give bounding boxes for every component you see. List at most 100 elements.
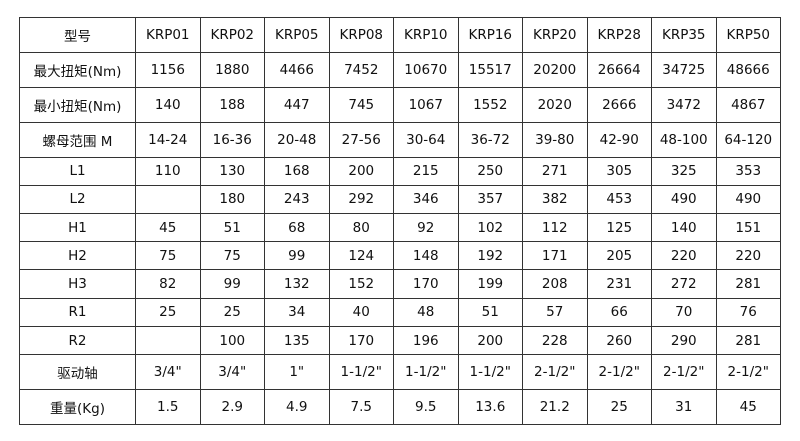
value-cell: KRP02 — [199, 17, 265, 53]
value-cell: 200 — [457, 325, 523, 356]
value-cell: 82 — [135, 269, 201, 299]
value-cell: 140 — [135, 86, 201, 123]
value-cell: 346 — [393, 184, 459, 214]
value-cell: 1.5 — [135, 389, 201, 425]
table-row: 驱动轴 3/4" 3/4" 1" 1-1/2" 1-1/2" 1-1/2" 2-1/2" 2-1… — [19, 354, 781, 391]
value-cell: 1156 — [135, 51, 201, 88]
value-cell: 112 — [522, 212, 588, 243]
value-cell: 148 — [393, 241, 459, 271]
value-cell: KRP05 — [264, 17, 330, 53]
value-cell: 170 — [393, 269, 459, 299]
value-cell: 135 — [264, 325, 330, 356]
value-cell: 1552 — [457, 86, 523, 123]
value-cell: 80 — [328, 212, 394, 243]
table-row: L2 180 243 292 346 357 382 453 490 490 — [19, 184, 781, 214]
value-cell: 151 — [715, 212, 781, 243]
value-cell: 16-36 — [199, 121, 265, 158]
value-cell: 1" — [264, 354, 330, 391]
value-cell: 243 — [264, 184, 330, 214]
value-cell: KRP08 — [328, 17, 394, 53]
value-cell: 39-80 — [522, 121, 588, 158]
value-cell: 1-1/2" — [457, 354, 523, 391]
value-cell: 490 — [651, 184, 717, 214]
value-cell: 36-72 — [457, 121, 523, 158]
value-cell: 3/4" — [135, 354, 201, 391]
value-cell: 75 — [199, 241, 265, 271]
value-cell: 48 — [393, 297, 459, 327]
value-cell: 152 — [328, 269, 394, 299]
value-cell: 200 — [328, 156, 394, 186]
value-cell: 2-1/2" — [651, 354, 717, 391]
value-cell: 1067 — [393, 86, 459, 123]
value-cell: 250 — [457, 156, 523, 186]
value-cell: 125 — [586, 212, 652, 243]
value-cell: 4.9 — [264, 389, 330, 425]
value-cell: 10670 — [393, 51, 459, 88]
value-cell: 31 — [651, 389, 717, 425]
value-cell: 30-64 — [393, 121, 459, 158]
spec-table: 型号 KRP01 KRP02 KRP05 KRP08 KRP10 KRP16 KRP20 KRP… — [19, 17, 781, 425]
value-cell: 171 — [522, 241, 588, 271]
table-row: 重量(Kg) 1.5 2.9 4.9 7.5 9.5 13.6 21.2 25 31 45 — [19, 389, 781, 425]
value-cell: 215 — [393, 156, 459, 186]
row-label-cell: 螺母范围 M — [19, 121, 136, 158]
value-cell: 13.6 — [457, 389, 523, 425]
row-label-cell: H1 — [19, 212, 136, 243]
value-cell: 168 — [264, 156, 330, 186]
table-row: H2 75 75 99 124 148 192 171 205 220 220 — [19, 241, 781, 271]
value-cell: 2-1/2" — [522, 354, 588, 391]
value-cell: 64-120 — [715, 121, 781, 158]
value-cell: 102 — [457, 212, 523, 243]
value-cell: 68 — [264, 212, 330, 243]
value-cell: 110 — [135, 156, 201, 186]
row-label-cell: L2 — [19, 184, 136, 214]
value-cell: 447 — [264, 86, 330, 123]
value-cell: 21.2 — [522, 389, 588, 425]
value-cell: 76 — [715, 297, 781, 327]
value-cell: 99 — [264, 241, 330, 271]
value-cell: 199 — [457, 269, 523, 299]
value-cell: 2.9 — [199, 389, 265, 425]
value-cell: 66 — [586, 297, 652, 327]
row-label-cell: R2 — [19, 325, 136, 356]
row-label-cell: L1 — [19, 156, 136, 186]
value-cell: 26664 — [586, 51, 652, 88]
value-cell: 272 — [651, 269, 717, 299]
spec-table-body: 型号 KRP01 KRP02 KRP05 KRP08 KRP10 KRP16 KRP20 KRP… — [19, 17, 781, 425]
value-cell: 27-56 — [328, 121, 394, 158]
value-cell: 281 — [715, 269, 781, 299]
row-label-cell: 型号 — [19, 17, 136, 53]
value-cell: 15517 — [457, 51, 523, 88]
value-cell: 92 — [393, 212, 459, 243]
value-cell: 453 — [586, 184, 652, 214]
value-cell: 220 — [651, 241, 717, 271]
value-cell: 260 — [586, 325, 652, 356]
value-cell: 290 — [651, 325, 717, 356]
value-cell: KRP20 — [522, 17, 588, 53]
value-cell: 325 — [651, 156, 717, 186]
table-row: 最大扭矩(Nm) 1156 1880 4466 7452 10670 15517 20200 2… — [19, 51, 781, 88]
row-label-cell: H3 — [19, 269, 136, 299]
value-cell: 25 — [135, 297, 201, 327]
value-cell: 45 — [715, 389, 781, 425]
value-cell: 3/4" — [199, 354, 265, 391]
value-cell: 292 — [328, 184, 394, 214]
value-cell: 745 — [328, 86, 394, 123]
value-cell: 2-1/2" — [586, 354, 652, 391]
value-cell: 1-1/2" — [393, 354, 459, 391]
value-cell: 170 — [328, 325, 394, 356]
value-cell: 48-100 — [651, 121, 717, 158]
value-cell: 382 — [522, 184, 588, 214]
value-cell: 57 — [522, 297, 588, 327]
value-cell: KRP35 — [651, 17, 717, 53]
value-cell: KRP50 — [715, 17, 781, 53]
value-cell: 3472 — [651, 86, 717, 123]
value-cell: 34 — [264, 297, 330, 327]
value-cell: 20200 — [522, 51, 588, 88]
table-row: 螺母范围 M 14-24 16-36 20-48 27-56 30-64 36-72 39-8… — [19, 121, 781, 158]
value-cell: KRP01 — [135, 17, 201, 53]
value-cell: 305 — [586, 156, 652, 186]
value-cell: 271 — [522, 156, 588, 186]
value-cell: 4867 — [715, 86, 781, 123]
value-cell: 205 — [586, 241, 652, 271]
